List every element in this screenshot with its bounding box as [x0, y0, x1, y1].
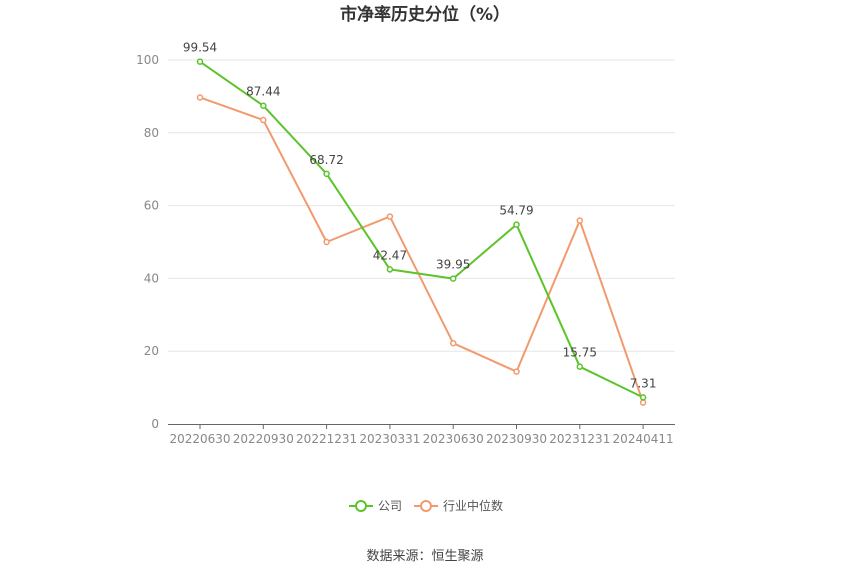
y-tick-label: 0 — [151, 417, 159, 431]
x-tick-label: 20240411 — [613, 432, 674, 446]
data-label: 54.79 — [499, 204, 533, 218]
data-point-company[interactable] — [576, 363, 584, 370]
data-point-industry-median[interactable] — [196, 94, 204, 101]
series-line-company — [199, 60, 644, 399]
data-point-company[interactable] — [639, 394, 647, 401]
y-tick-label: 60 — [144, 199, 159, 213]
data-point-company[interactable] — [513, 221, 520, 228]
data-label: 68.72 — [309, 153, 343, 167]
source-note: 数据来源：恒生聚源 — [366, 549, 483, 564]
legend-item-company[interactable]: 公司 — [349, 499, 402, 513]
x-tick-label: 20220630 — [169, 432, 230, 446]
data-point-industry-median[interactable] — [639, 399, 647, 406]
data-point-company[interactable] — [196, 58, 204, 65]
x-tick-label: 20230630 — [423, 432, 484, 446]
data-point-industry-median[interactable] — [576, 217, 584, 224]
data-label: 99.54 — [183, 41, 217, 55]
x-tick-label: 20230331 — [359, 432, 420, 446]
y-tick-label: 100 — [136, 53, 159, 67]
x-tick-label: 20230930 — [486, 432, 547, 446]
data-point-company[interactable] — [260, 102, 267, 109]
x-tick-label: 20220930 — [233, 432, 294, 446]
data-point-industry-median[interactable] — [386, 213, 394, 220]
legend: 公司 行业中位数 — [349, 498, 503, 513]
data-label: 87.44 — [246, 85, 280, 99]
y-tick-label: 80 — [144, 126, 159, 140]
y-axis: 0 20 40 60 80 100 — [136, 53, 159, 431]
chart-title: 市净率历史分位（%） — [340, 4, 510, 25]
data-label: 15.75 — [563, 346, 597, 360]
data-point-industry-median[interactable] — [260, 116, 267, 124]
series-line-industry-median — [199, 96, 645, 403]
data-point-company[interactable] — [323, 170, 330, 178]
legend-marker-industry-median — [420, 500, 432, 512]
data-point-company[interactable] — [386, 266, 394, 273]
y-tick-label: 20 — [144, 344, 159, 358]
legend-item-industry-median[interactable]: 行业中位数 — [414, 498, 503, 513]
legend-label-company: 公司 — [378, 499, 402, 513]
legend-label-industry-median: 行业中位数 — [443, 498, 503, 513]
data-point-industry-median[interactable] — [513, 368, 520, 375]
data-label: 42.47 — [373, 248, 407, 262]
data-point-company[interactable] — [449, 275, 457, 282]
x-tick-label: 20231231 — [549, 432, 610, 446]
data-point-industry-median[interactable] — [323, 238, 330, 246]
data-point-industry-median[interactable] — [449, 339, 457, 347]
grid — [168, 59, 675, 352]
data-label: 7.31 — [630, 376, 657, 390]
x-tick-label: 20221231 — [296, 432, 357, 446]
y-tick-label: 40 — [144, 271, 159, 285]
x-axis: 20220630 20220930 20221231 20230331 20230630… — [169, 424, 674, 446]
plot-area: 99.54 87.44 68.72 42.47 39.95 54.79 15.75 7.31 — [183, 41, 657, 406]
data-label: 39.95 — [436, 258, 470, 272]
legend-marker-company — [355, 500, 367, 512]
